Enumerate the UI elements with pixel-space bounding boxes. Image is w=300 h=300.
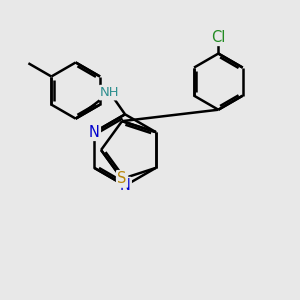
Text: Cl: Cl — [211, 30, 226, 45]
Text: S: S — [117, 171, 127, 186]
Text: N: N — [120, 178, 130, 193]
Text: N: N — [89, 125, 100, 140]
Text: NH: NH — [100, 86, 120, 99]
